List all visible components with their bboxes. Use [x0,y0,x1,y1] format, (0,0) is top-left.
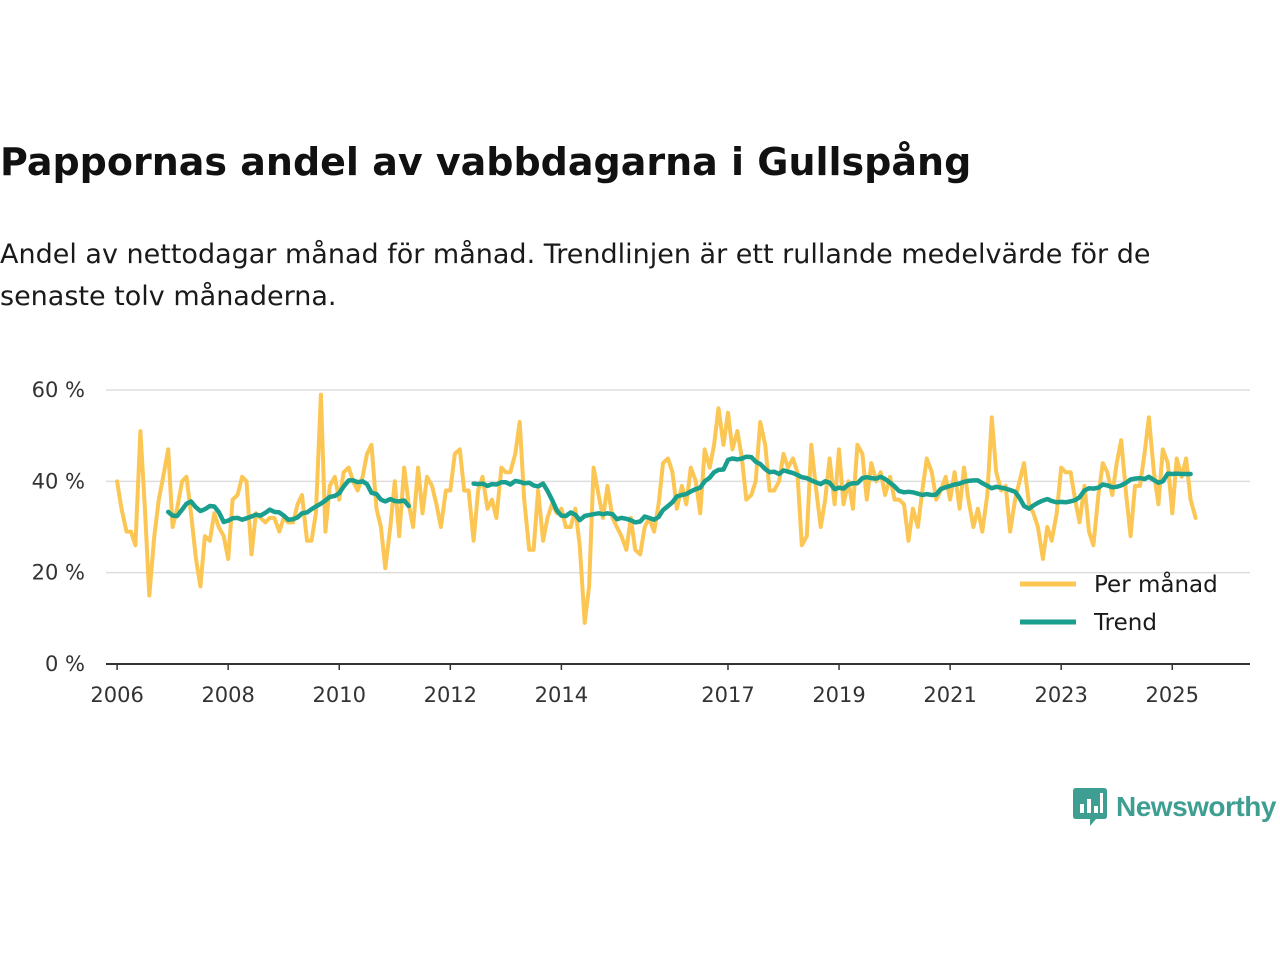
y-tick-label: 40 % [32,469,85,493]
chart-legend: Per månad Trend [1020,570,1218,636]
gridlines [106,389,1250,574]
y-tick-label: 60 % [32,378,85,402]
newsworthy-logo-icon [1073,788,1107,826]
newsworthy-logo: Newsworthy [1072,784,1280,830]
series-line-per-manad [115,392,1198,625]
chart-title: Pappornas andel av vabbdagarna i Gullspå… [0,140,972,184]
legend-label-trend: Trend [1093,610,1157,636]
x-tick-label: 2023 [1034,683,1087,707]
x-tick-label: 2021 [923,683,976,707]
x-tick-label: 2014 [535,683,588,707]
y-tick-label: 0 % [45,652,85,676]
x-tick-label: 2019 [812,683,865,707]
series-line-trend-segment-1 [165,478,411,525]
x-tick-label: 2017 [701,683,754,707]
y-axis-ticks: 0 % 20 % 40 % 60 % [32,378,85,676]
line-chart: 0 % 20 % 40 % 60 % 2006 2008 2010 2012 2014 2017… [32,378,1250,707]
x-axis-ticks: 2006 2008 2010 2012 2014 2017 2019 2021 2023 2025 [90,664,1199,707]
series-line-trend-segment-2 [471,454,1193,525]
chart-subtitle: Andel av nettodagar månad för månad. Tre… [0,239,1151,312]
x-tick-label: 2010 [313,683,366,707]
series-lines [115,392,1198,625]
x-tick-label: 2008 [201,683,254,707]
y-tick-label: 20 % [32,561,85,585]
legend-label-per-manad: Per månad [1094,570,1218,598]
newsworthy-logo-text: Newsworthy [1116,791,1276,822]
x-tick-label: 2012 [424,683,477,707]
x-tick-label: 2025 [1146,683,1199,707]
x-tick-label: 2006 [90,683,143,707]
